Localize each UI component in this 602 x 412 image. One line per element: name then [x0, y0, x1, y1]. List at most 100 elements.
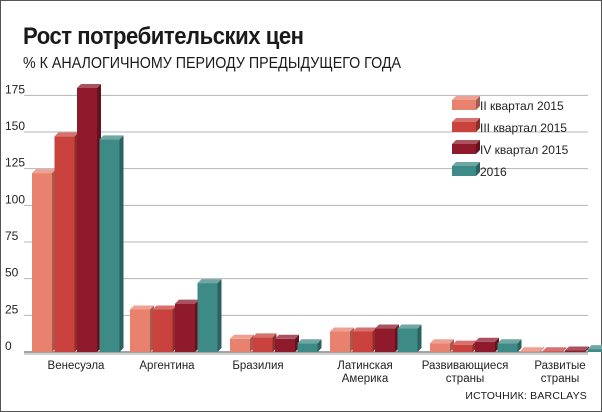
- chart-subtitle: % К АНАЛОГИЧНОМУ ПЕРИОДУ ПРЕДЫДУЩЕГО ГОД…: [23, 55, 402, 72]
- category-label: Бразилия: [232, 360, 283, 372]
- bar-top: [197, 279, 222, 284]
- bar: [330, 331, 350, 352]
- bar-top: [54, 132, 79, 137]
- bar-side: [562, 347, 567, 352]
- category-label-line: Развитые: [534, 360, 585, 372]
- bar: [475, 341, 495, 352]
- y-tick-label: 25: [5, 302, 19, 316]
- bar-side: [217, 279, 222, 352]
- category-label: Развитые страны: [534, 360, 585, 385]
- legend-swatch: [452, 100, 476, 110]
- legend-label: II квартал 2015: [480, 99, 564, 113]
- bar: [542, 351, 563, 352]
- category-label-line: страны: [541, 373, 579, 385]
- bar-top: [275, 334, 299, 339]
- category-label-line: Америка: [342, 373, 389, 385]
- bar-top: [230, 334, 254, 339]
- bar: [297, 343, 318, 352]
- bar-top: [77, 84, 101, 88]
- bar: [565, 350, 585, 352]
- bar: [520, 351, 540, 352]
- legend-swatch: [452, 122, 476, 132]
- category-label: Аргентина: [139, 360, 195, 372]
- y-tick-label: 0: [5, 339, 12, 353]
- bar: [397, 328, 418, 352]
- bar: [497, 343, 518, 352]
- y-tick-label: 175: [5, 82, 25, 96]
- legend-swatch-top: [452, 96, 480, 100]
- bar-side: [517, 339, 522, 352]
- legend-label: IV квартал 2015: [480, 143, 569, 157]
- chart-source: ИСТОЧНИК: BARCLAYS: [465, 390, 587, 402]
- bar-top: [542, 347, 567, 352]
- legend-swatch-top: [452, 162, 480, 166]
- category-label-line: Латинская: [337, 360, 392, 372]
- bar-top: [352, 327, 377, 332]
- bar: [375, 328, 395, 352]
- y-tick-label: 75: [5, 229, 19, 243]
- bar: [32, 173, 52, 352]
- bar: [352, 331, 373, 352]
- bar-top: [152, 305, 177, 310]
- legend-swatch: [452, 166, 476, 176]
- bar-top: [32, 169, 56, 174]
- chart-title: Рост потребительских цен: [23, 23, 304, 50]
- legend-swatch-top: [452, 118, 480, 122]
- bar-side: [417, 324, 422, 352]
- bar-top: [587, 345, 602, 350]
- bar-top: [175, 299, 199, 304]
- legend-swatch-side: [476, 96, 480, 110]
- category-label: Латинская Америка: [337, 360, 392, 385]
- bar-top: [430, 339, 454, 344]
- bar-top: [375, 324, 399, 329]
- baseline-floor: [24, 351, 588, 355]
- bar-side: [585, 346, 589, 352]
- legend-swatch: [452, 144, 476, 154]
- bar-top: [130, 305, 154, 310]
- bar-side: [317, 339, 322, 352]
- legend-swatch-side: [476, 162, 480, 176]
- category-label: Венесуэла: [48, 360, 106, 372]
- bar: [275, 338, 295, 352]
- category-label-line: Венесуэла: [48, 360, 106, 372]
- category-label-line: Аргентина: [139, 360, 195, 372]
- legend-label: 2016: [480, 165, 507, 179]
- bar: [152, 309, 173, 352]
- category-label-line: Развивающиеся: [422, 360, 509, 372]
- bar-top: [520, 347, 544, 352]
- y-tick-label: 125: [5, 156, 25, 170]
- bar: [130, 309, 150, 352]
- category-label-line: Бразилия: [232, 360, 283, 372]
- legend-swatch-top: [452, 140, 480, 144]
- bar-top: [497, 339, 522, 344]
- bar-top: [297, 339, 322, 344]
- bar: [175, 303, 195, 352]
- bar-top: [99, 135, 124, 140]
- bar-top: [452, 340, 477, 345]
- bar: [252, 337, 273, 352]
- bar: [452, 344, 473, 352]
- bar-top: [565, 346, 589, 351]
- y-tick-label: 50: [5, 266, 19, 280]
- bar-side: [540, 347, 544, 352]
- bar-top: [397, 324, 422, 329]
- y-tick-label: 100: [5, 192, 25, 206]
- legend-swatch-side: [476, 118, 480, 132]
- bar: [430, 343, 450, 352]
- bar: [587, 349, 602, 352]
- category-label-line: страны: [446, 373, 484, 385]
- legend-swatch-side: [476, 140, 480, 154]
- bar-top: [475, 337, 499, 342]
- category-label: Развивающиеся страны: [422, 360, 509, 385]
- bar: [230, 338, 250, 352]
- bar: [54, 136, 75, 352]
- bar: [197, 283, 218, 352]
- y-tick-label: 150: [5, 119, 25, 133]
- bar-side: [119, 135, 124, 352]
- bar-top: [252, 333, 277, 338]
- bar: [77, 88, 97, 352]
- legend-label: III квартал 2015: [480, 121, 567, 135]
- bar: [99, 139, 120, 352]
- bar-top: [330, 327, 354, 332]
